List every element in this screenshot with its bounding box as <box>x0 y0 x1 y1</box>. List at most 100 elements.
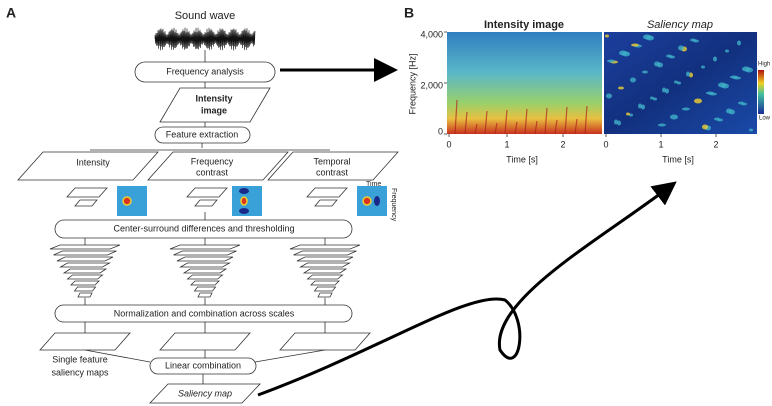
colorbar-label: High <box>758 62 770 68</box>
y-axis-label: Frequency [Hz] <box>407 53 417 114</box>
scale-layer <box>197 292 213 298</box>
feature-saliency-map <box>159 332 251 351</box>
scale-layer <box>313 286 337 292</box>
salient-spot <box>626 112 630 116</box>
kernel-center <box>362 196 372 206</box>
layer <box>314 199 338 207</box>
scale-layer <box>302 268 348 274</box>
feature-kernel <box>357 186 387 216</box>
scale-layer <box>193 286 217 292</box>
salient-spot <box>714 117 720 121</box>
image-title: Saliency map <box>647 19 713 31</box>
node-label: Linear combination <box>165 360 241 370</box>
salient-spot <box>666 54 672 58</box>
kernel-surround <box>239 208 249 214</box>
spectral-streak <box>454 99 458 135</box>
diagram-shapes <box>17 27 764 404</box>
salient-spot <box>694 98 702 104</box>
salient-spot <box>665 88 669 94</box>
feature-kernel <box>117 186 147 216</box>
node-label: Frequency <box>191 156 234 166</box>
scale-layer <box>289 244 361 250</box>
layer <box>66 187 108 198</box>
salient-spot <box>706 91 714 95</box>
node-label: Temporal <box>313 156 350 166</box>
scale-layer <box>317 292 333 298</box>
node-label: Intensity <box>195 93 232 103</box>
salient-spot <box>682 107 690 111</box>
colorbar-label: Low <box>759 116 771 122</box>
scale-layer <box>66 274 104 280</box>
salient-spot <box>718 82 726 88</box>
salient-spot <box>677 81 681 85</box>
kernel-center <box>122 196 132 206</box>
kernel-center <box>240 196 248 206</box>
salient-spot <box>630 77 636 83</box>
spectral-streak <box>484 110 488 135</box>
layer <box>194 199 218 207</box>
x-tick-label: 0 <box>446 139 451 149</box>
panel-label: A <box>6 5 16 21</box>
x-axis-label: Time [s] <box>506 154 538 164</box>
salient-spot <box>678 45 684 51</box>
salient-spot <box>686 71 690 77</box>
salient-spot <box>713 56 717 62</box>
scale-layer <box>56 256 114 262</box>
node-label: Feature extraction <box>166 129 239 139</box>
side-label: saliency maps <box>51 367 109 377</box>
x-tick-label: 2 <box>560 139 565 149</box>
image-title: Intensity image <box>484 19 564 31</box>
salient-spot <box>738 101 744 105</box>
node-box <box>54 304 353 323</box>
connector <box>84 349 151 363</box>
x-tick-label: 1 <box>504 139 509 149</box>
scale-layer <box>296 256 354 262</box>
salient-spot <box>643 34 651 40</box>
salient-spot <box>614 119 618 125</box>
salient-spot <box>607 59 615 63</box>
scale-layer <box>53 250 117 256</box>
spectral-streak <box>504 109 508 135</box>
x-tick-label: 0 <box>603 139 608 149</box>
salient-spot <box>619 50 627 56</box>
kernel-surround <box>239 188 249 194</box>
scale-layer <box>186 274 224 280</box>
salient-spot <box>701 65 705 69</box>
colorbar <box>758 70 764 114</box>
node-label: Frequency analysis <box>166 66 244 76</box>
salient-spot <box>618 86 624 90</box>
salient-spot <box>690 38 696 42</box>
x-tick-label: 1 <box>658 139 663 149</box>
scale-layer <box>298 262 352 268</box>
salient-spot <box>670 114 678 120</box>
salient-spot <box>638 103 642 109</box>
salient-spot <box>725 49 729 53</box>
x-tick-label: 2 <box>713 139 718 149</box>
axis-label: Time <box>366 181 381 188</box>
x-axis-label: Time [s] <box>662 154 694 164</box>
node-box <box>154 126 251 144</box>
salient-spot <box>605 34 609 38</box>
spectral-streak <box>474 123 478 135</box>
scale-layer <box>62 268 108 274</box>
image-layer <box>149 383 261 404</box>
salient-spot <box>631 43 639 47</box>
image-layer <box>159 87 271 123</box>
salient-spot <box>658 123 666 127</box>
sound-waveform <box>154 27 256 51</box>
scale-layer <box>73 286 97 292</box>
layer <box>17 151 159 181</box>
spectral-streak <box>574 118 578 135</box>
scale-layer <box>293 250 357 256</box>
spectral-streak <box>464 111 468 135</box>
node-label: Sound wave <box>175 10 236 22</box>
salient-spot <box>629 113 633 117</box>
spectral-streak <box>544 107 548 135</box>
scale-layer <box>49 244 121 250</box>
side-label: Single feature <box>52 354 108 364</box>
salient-spot <box>641 104 645 110</box>
y-tick-label: 4,000 <box>420 29 443 39</box>
spectral-streak <box>584 105 588 135</box>
scale-layer <box>173 250 237 256</box>
scale-layer <box>306 274 344 280</box>
